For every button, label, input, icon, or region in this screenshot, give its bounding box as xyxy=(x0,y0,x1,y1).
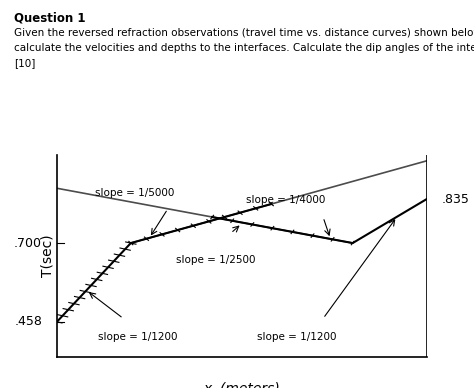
Text: slope = 1/4000: slope = 1/4000 xyxy=(246,195,326,204)
Text: Question 1: Question 1 xyxy=(14,12,86,25)
Text: calculate the velocities and depths to the interfaces. Calculate the dip angles : calculate the velocities and depths to t… xyxy=(14,43,474,53)
Y-axis label: T(sec): T(sec) xyxy=(40,235,54,277)
Text: slope = 1/5000: slope = 1/5000 xyxy=(95,187,174,197)
Text: .835: .835 xyxy=(441,192,469,206)
Text: [10]: [10] xyxy=(14,58,36,68)
Text: .700: .700 xyxy=(14,237,42,249)
Text: slope = 1/2500: slope = 1/2500 xyxy=(176,255,255,265)
Text: Given the reversed refraction observations (travel time vs. distance curves) sho: Given the reversed refraction observatio… xyxy=(14,27,474,37)
Text: .458: .458 xyxy=(14,315,42,328)
Text: slope = 1/1200: slope = 1/1200 xyxy=(99,332,178,342)
Text: x  (meters): x (meters) xyxy=(203,381,280,388)
Text: slope = 1/1200: slope = 1/1200 xyxy=(257,332,337,342)
